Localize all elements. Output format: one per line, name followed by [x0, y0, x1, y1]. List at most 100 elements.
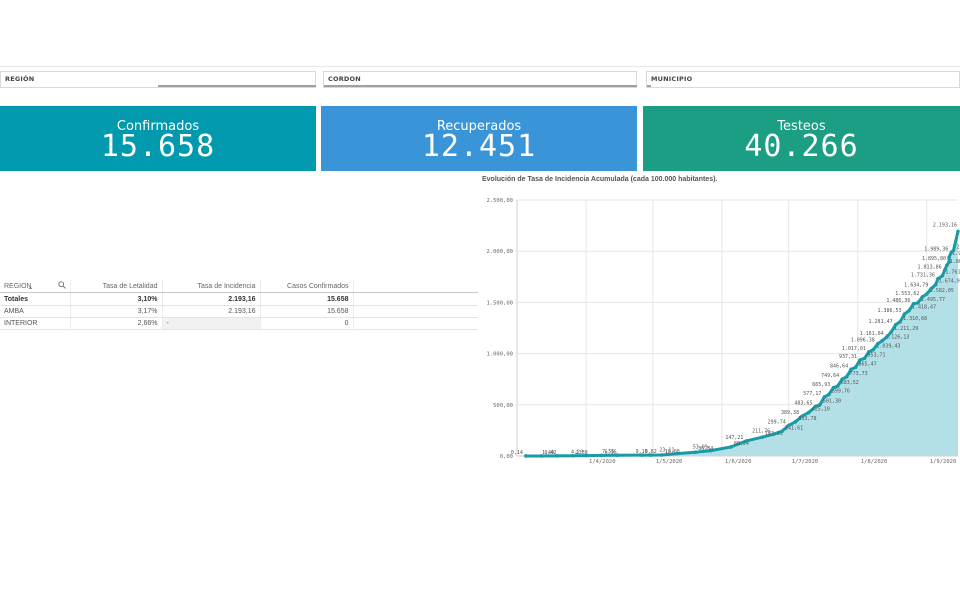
- data-point: [920, 295, 925, 299]
- data-label: 1.582,05: [930, 288, 954, 294]
- row-incidencia: -: [162, 317, 261, 330]
- column-header-letalidad[interactable]: Tasa de Letalidad: [70, 280, 163, 293]
- chart-title: Evolución de Tasa de Incidencia Acumulad…: [482, 176, 718, 183]
- data-label: 147,21: [725, 435, 743, 441]
- data-label: 683,52: [841, 380, 859, 386]
- table-cell-empty: [353, 305, 478, 318]
- data-label: 1.495,77: [921, 297, 945, 303]
- data-point: [858, 358, 862, 362]
- data-point: [867, 350, 871, 354]
- kpi-recuperados-value: 12.451: [421, 129, 537, 164]
- data-label: 1.674,91: [939, 278, 960, 284]
- kpi-testeos-value: 40.266: [744, 129, 859, 164]
- data-label: 577,17: [803, 391, 821, 397]
- data-point: [793, 420, 798, 424]
- data-label: 1.895,80: [922, 256, 946, 262]
- kpi-recuperados: Recuperados 12.451: [321, 106, 637, 171]
- data-label: 211,76: [752, 428, 770, 434]
- row-region[interactable]: AMBA: [0, 305, 71, 318]
- data-point: [951, 248, 956, 253]
- data-label: 389,38: [781, 410, 799, 416]
- y-tick-label: 0,00: [500, 454, 513, 460]
- x-tick-label: 1/5/2020: [656, 459, 683, 465]
- kpi-recuperados-title: Recuperados: [436, 119, 522, 134]
- incidence-area-chart[interactable]: 0,00 500,00 1.000,00 1.500,00 2.000,00 2.500,…: [478, 190, 960, 472]
- data-label: 2,38: [576, 450, 588, 456]
- row-incidencia: 2.193,16: [162, 305, 261, 318]
- data-label: 1.161,04: [860, 331, 884, 337]
- filter-municipio-label: MUNICIPIO: [651, 75, 693, 83]
- data-label: 1.553,62: [895, 291, 919, 297]
- data-point: [615, 453, 620, 458]
- data-point: [933, 282, 938, 287]
- data-label: 1.989,36: [924, 246, 948, 252]
- data-label: 1.039,43: [876, 344, 900, 350]
- data-label: 1.634,79: [904, 283, 928, 289]
- column-header-incidencia[interactable]: Tasa de Incidencia: [162, 280, 261, 293]
- data-point: [729, 445, 733, 449]
- data-point: [818, 402, 822, 407]
- data-point: [708, 448, 713, 453]
- data-label: 1.096,38: [851, 338, 875, 344]
- data-label: 1.761,20: [945, 270, 960, 276]
- kpi-confirmados: Confirmados 15.658: [0, 106, 316, 171]
- data-label: 4,20: [571, 450, 583, 456]
- data-point: [853, 365, 858, 370]
- data-point: [880, 338, 885, 343]
- data-point: [849, 367, 853, 372]
- y-tick-label: 500,00: [493, 403, 513, 409]
- data-point: [780, 429, 784, 434]
- data-label: 749,64: [821, 373, 839, 379]
- filter-cordon-label: CORDON: [328, 75, 361, 83]
- filter-region[interactable]: REGIÓN: [0, 71, 316, 88]
- data-point: [813, 404, 818, 409]
- column-header-region[interactable]: REGION ▲: [0, 280, 71, 293]
- data-label: 53,09: [693, 445, 708, 451]
- data-label: 1.863,72: [950, 259, 960, 265]
- data-point: [584, 453, 588, 458]
- column-header-confirmados[interactable]: Casos Confirmados: [260, 280, 354, 293]
- totals-incidencia: 2.193,16: [162, 292, 261, 306]
- totals-label: Totales: [0, 292, 71, 306]
- data-point: [840, 377, 844, 382]
- kpi-confirmados-title: Confirmados: [116, 119, 200, 134]
- data-point: [827, 392, 831, 397]
- data-point: [844, 374, 849, 379]
- x-tick-label: 1/7/2020: [792, 459, 819, 465]
- table-totals-row: Totales 3,10% 2.193,16 15.658: [0, 292, 478, 306]
- data-label: 1.281,47: [869, 319, 893, 325]
- filter-cordon[interactable]: CORDON: [323, 71, 637, 88]
- data-label: 241,61: [785, 425, 803, 431]
- data-label: 299,74: [768, 419, 786, 425]
- data-label: 1.017,01: [842, 346, 866, 352]
- search-icon[interactable]: [57, 281, 66, 291]
- data-point: [862, 356, 867, 361]
- table-header-row: REGION ▲ Tasa de Letalidad Tasa de Incid…: [0, 280, 478, 293]
- data-label: 9,10: [636, 449, 648, 455]
- data-label: 2.008,13: [957, 244, 960, 250]
- table-row[interactable]: AMBA 3,17% 2.193,16 15.658: [0, 305, 478, 318]
- data-point: [889, 330, 893, 334]
- kpi-testeos-title: Testeos: [777, 119, 826, 134]
- row-region[interactable]: INTERIOR: [0, 317, 71, 330]
- data-point: [760, 435, 764, 440]
- data-point: [639, 453, 644, 457]
- filter-region-selection-bar: [158, 85, 316, 87]
- data-point: [893, 322, 898, 327]
- data-point: [806, 410, 811, 415]
- totals-letalidad: 3,10%: [70, 292, 163, 306]
- column-header-empty: [353, 280, 478, 293]
- data-point: [925, 292, 929, 296]
- data-label: 1,40: [542, 450, 554, 456]
- data-label: 333,78: [798, 416, 816, 422]
- data-point: [956, 229, 960, 234]
- data-point: [555, 454, 559, 458]
- totals-confirmados: 15.658: [260, 292, 354, 306]
- data-label: 10,08: [665, 449, 680, 455]
- table-row[interactable]: INTERIOR 2,66% - 0: [0, 317, 478, 330]
- filter-municipio[interactable]: MUNICIPIO: [646, 71, 960, 88]
- data-point: [800, 414, 804, 418]
- data-point: [911, 301, 916, 306]
- data-label: 1.126,13: [885, 335, 909, 341]
- data-label: 88,24: [734, 441, 749, 447]
